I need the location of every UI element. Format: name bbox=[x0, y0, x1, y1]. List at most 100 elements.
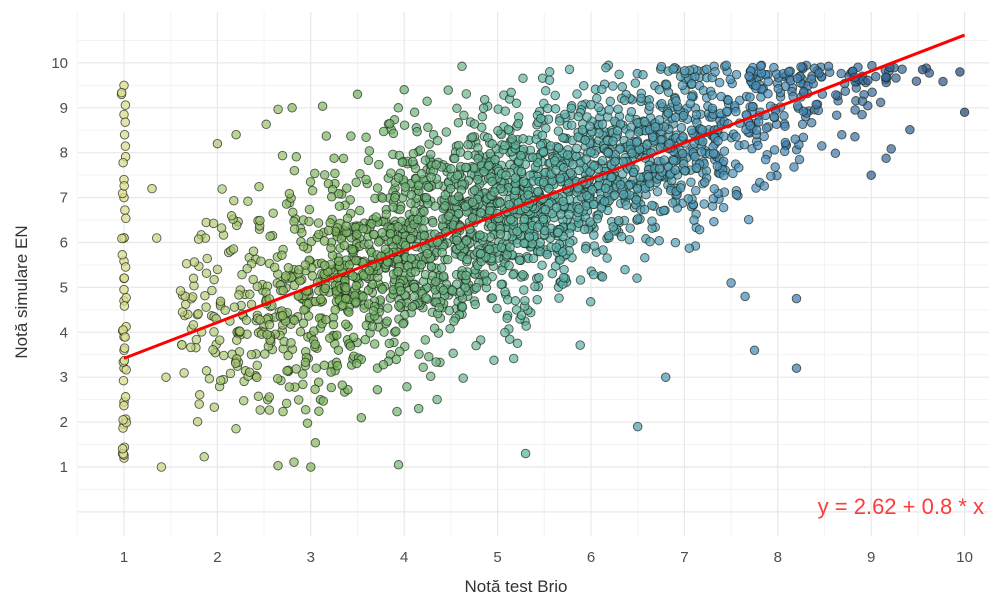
scatter-point bbox=[351, 281, 362, 291]
scatter-point bbox=[186, 342, 196, 353]
scatter-point bbox=[798, 106, 809, 117]
scatter-point bbox=[544, 67, 555, 77]
y-tick-label: 10 bbox=[51, 55, 68, 72]
scatter-point bbox=[675, 183, 686, 193]
scatter-point bbox=[432, 135, 443, 146]
scatter-point bbox=[599, 196, 610, 207]
scatter-point bbox=[506, 87, 516, 98]
scatter-point bbox=[243, 196, 253, 207]
scatter-point bbox=[382, 303, 393, 313]
scatter-point bbox=[351, 297, 361, 307]
scatter-point bbox=[745, 92, 755, 102]
scatter-point bbox=[380, 244, 391, 254]
scatter-point bbox=[432, 394, 442, 405]
scatter-point bbox=[598, 245, 608, 255]
scatter-point bbox=[209, 402, 220, 412]
scatter-point bbox=[446, 164, 456, 174]
scatter-point bbox=[423, 122, 433, 133]
scatter-point bbox=[533, 186, 543, 197]
scatter-point bbox=[209, 274, 219, 285]
scatter-point bbox=[487, 176, 497, 187]
scatter-point bbox=[273, 460, 283, 471]
scatter-point bbox=[310, 384, 320, 395]
scatter-point bbox=[722, 106, 732, 117]
scatter-point bbox=[388, 128, 399, 139]
scatter-point bbox=[495, 229, 506, 239]
scatter-point bbox=[469, 119, 480, 129]
scatter-point bbox=[542, 249, 552, 260]
scatter-point bbox=[811, 99, 821, 110]
scatter-point bbox=[685, 98, 696, 109]
scatter-point bbox=[606, 172, 616, 183]
scatter-point bbox=[592, 93, 602, 104]
scatter-point bbox=[278, 285, 288, 296]
scatter-point bbox=[615, 180, 626, 190]
scatter-point bbox=[447, 285, 457, 296]
scatter-point bbox=[121, 293, 131, 303]
scatter-point bbox=[597, 272, 608, 282]
scatter-point bbox=[493, 126, 503, 136]
scatter-point bbox=[368, 306, 379, 316]
scatter-point bbox=[229, 302, 240, 312]
scatter-point bbox=[763, 76, 773, 87]
scatter-point bbox=[550, 104, 561, 114]
scatter-point bbox=[594, 102, 604, 113]
scatter-point bbox=[192, 416, 203, 427]
scatter-point bbox=[581, 154, 591, 164]
scatter-point bbox=[385, 228, 396, 239]
scatter-point bbox=[378, 359, 389, 370]
scatter-point bbox=[602, 253, 612, 263]
scatter-point bbox=[538, 177, 549, 187]
scatter-point bbox=[332, 330, 342, 340]
scatter-point bbox=[614, 69, 624, 80]
scatter-point bbox=[237, 269, 247, 280]
scatter-point bbox=[333, 345, 344, 355]
scatter-point bbox=[215, 296, 226, 307]
scatter-point bbox=[193, 309, 203, 319]
scatter-point bbox=[388, 202, 398, 212]
scatter-point bbox=[428, 217, 438, 228]
scatter-point bbox=[691, 185, 701, 196]
scatter-point bbox=[582, 112, 592, 122]
scatter-point bbox=[759, 181, 770, 191]
scatter-point bbox=[418, 362, 428, 373]
scatter-point bbox=[626, 107, 637, 117]
scatter-point bbox=[244, 367, 255, 377]
scatter-point bbox=[500, 286, 510, 297]
scatter-point bbox=[334, 256, 344, 267]
scatter-point bbox=[252, 360, 262, 371]
scatter-point bbox=[341, 319, 351, 329]
scatter-point bbox=[817, 141, 827, 151]
scatter-point bbox=[118, 375, 129, 386]
scatter-point bbox=[661, 79, 672, 90]
scatter-point bbox=[701, 64, 712, 75]
scatter-point bbox=[621, 200, 632, 210]
scatter-point bbox=[857, 109, 867, 120]
scatter-point bbox=[565, 168, 576, 178]
scatter-point bbox=[612, 126, 623, 136]
scatter-point bbox=[181, 258, 192, 269]
scatter-point bbox=[314, 406, 324, 416]
scatter-point bbox=[391, 326, 401, 337]
scatter-point bbox=[699, 199, 709, 209]
scatter-point bbox=[549, 156, 560, 166]
scatter-point bbox=[352, 89, 363, 100]
y-tick-label: 1 bbox=[60, 459, 68, 476]
scatter-point bbox=[684, 243, 695, 253]
scatter-point bbox=[118, 157, 128, 168]
scatter-point bbox=[463, 150, 473, 161]
scatter-point bbox=[392, 406, 402, 417]
scatter-point bbox=[347, 244, 358, 255]
scatter-point bbox=[625, 129, 635, 139]
scatter-point bbox=[516, 310, 527, 320]
scatter-point bbox=[740, 291, 750, 302]
scatter-point bbox=[553, 143, 564, 153]
scatter-point bbox=[756, 61, 766, 71]
scatter-point bbox=[707, 103, 718, 114]
scatter-point bbox=[372, 384, 383, 395]
scatter-point bbox=[175, 286, 186, 296]
scatter-point bbox=[313, 218, 324, 228]
scatter-point bbox=[286, 338, 296, 348]
scatter-point bbox=[554, 116, 565, 126]
scatter-point bbox=[528, 253, 539, 264]
